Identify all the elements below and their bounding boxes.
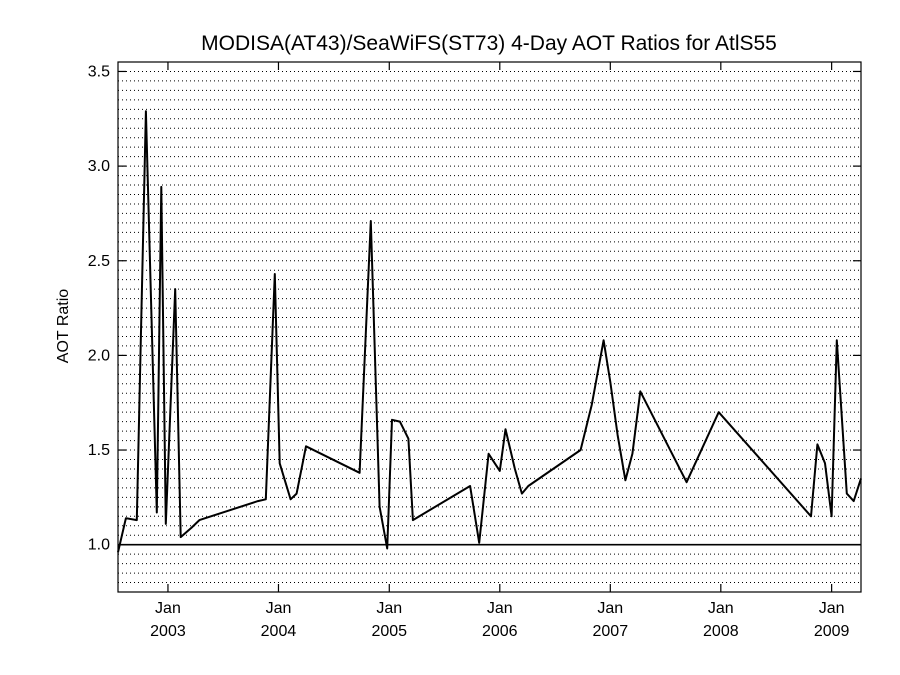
x-tick-label-year: 2005 <box>371 623 407 640</box>
x-tick-label-month: Jan <box>708 600 734 617</box>
y-axis-label: AOT Ratio <box>55 289 72 364</box>
y-axis: 1.0 1.5 2.0 2.5 3.0 3.5 <box>88 63 861 554</box>
plot-frame <box>117 61 862 593</box>
x-axis: Jan 2003 Jan 2004 Jan 2005 Jan 2006 Jan 2007 Jan 20… <box>150 62 850 640</box>
gridlines <box>118 70 861 584</box>
x-tick-label-month: Jan <box>155 600 181 617</box>
x-tick-label-year: 2004 <box>261 623 297 640</box>
y-tick-label: 3.0 <box>88 158 110 175</box>
x-tick-label-year: 2009 <box>814 623 850 640</box>
y-tick-label: 3.5 <box>88 63 110 80</box>
x-tick-label-month: Jan <box>266 600 292 617</box>
x-tick-label-month: Jan <box>487 600 513 617</box>
x-tick-label-year: 2003 <box>150 623 186 640</box>
x-tick-label-year: 2007 <box>593 623 629 640</box>
x-tick-label-month: Jan <box>597 600 623 617</box>
x-tick-label-month: Jan <box>819 600 845 617</box>
y-tick-label: 1.5 <box>88 442 110 459</box>
y-tick-label: 1.0 <box>88 537 110 554</box>
series-line-aot-ratio <box>117 110 862 553</box>
x-tick-label-year: 2008 <box>703 623 739 640</box>
y-tick-label: 2.0 <box>88 347 110 364</box>
x-tick-label-month: Jan <box>376 600 402 617</box>
y-tick-label: 2.5 <box>88 253 110 270</box>
chart-title: MODISA(AT43)/SeaWiFS(ST73) 4-Day AOT Rat… <box>201 32 777 55</box>
x-tick-label-year: 2006 <box>482 623 518 640</box>
